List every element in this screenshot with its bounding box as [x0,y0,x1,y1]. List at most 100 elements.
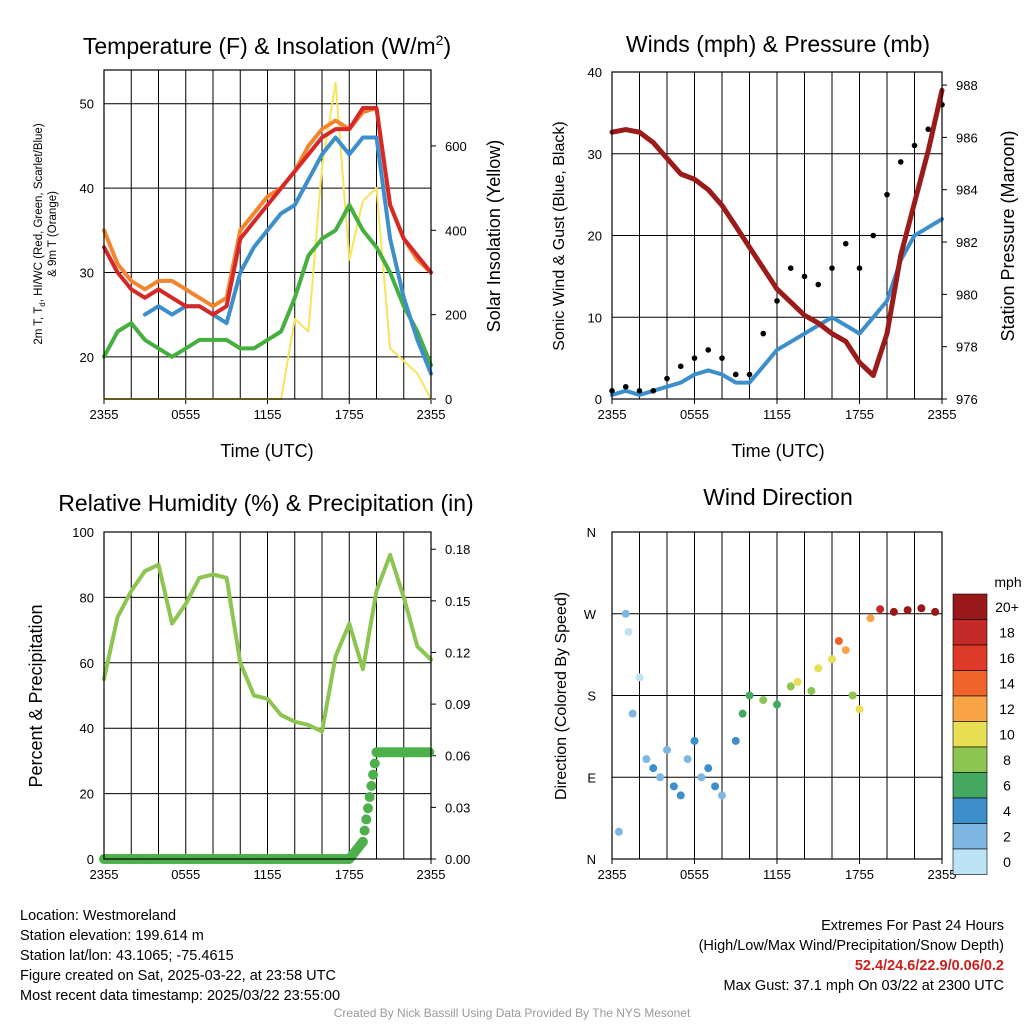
precipitation-point [368,769,379,780]
location-text: Location: Westmoreland [20,908,177,924]
humidity-panel: Relative Humidity (%) & Precipitation (i… [26,490,474,882]
colorbar-swatch [952,746,988,773]
temperature-y2tick-label: 200 [445,308,467,323]
humidity-ytick-label: 40 [80,721,94,736]
extremes-info: Extremes For Past 24 Hours (High/Low/Max… [699,916,1004,996]
humidity-y2tick-label: 0.09 [445,697,470,712]
wind-direction-point [690,736,699,745]
gust-point [911,142,918,149]
wind-direction-point [931,607,940,616]
winds-y2label: Station Pressure (Maroon) [998,130,1018,341]
gust-point [691,355,698,361]
precipitation-point [361,814,372,825]
elevation-text: Station elevation: 199.614 m [20,928,204,944]
precipitation-point [366,780,377,791]
wind-direction-xtick-label: 2355 [928,867,957,882]
gust-point [842,240,849,247]
temperature-series-line [142,135,433,376]
gust-point [664,375,670,382]
humidity-ytick-label: 80 [80,590,94,605]
colorbar-swatch [952,848,988,875]
temperature-xtick-label: 1755 [335,407,364,422]
humidity-y2tick-label: 0.15 [445,594,470,609]
temperature-xlabel: Time (UTC) [220,441,313,461]
wind-direction-point [876,605,885,614]
gust-point [732,371,739,378]
wind-direction-point [676,791,685,800]
wind-direction-point [889,607,898,616]
gust-point [650,388,657,394]
wind-direction-xtick-label: 1155 [763,867,791,882]
winds-xtick-label: 2355 [928,407,957,422]
wind-direction-point [718,791,726,800]
winds-ytick-label: 40 [588,65,602,80]
colorbar-swatch [952,644,988,671]
temperature-xtick-label: 1155 [254,407,282,422]
temperature-panel: Temperature (F) & Insolation (W/m2) 2355… [33,32,504,461]
winds-ytick-label: 20 [588,229,602,244]
pressure-line [609,87,945,378]
colorbar-label: 14 [999,675,1015,691]
wind-direction-point [834,637,843,645]
winds-y2tick-label: 980 [956,287,978,302]
wind-direction-border [611,531,943,860]
wind-direction-point [683,755,692,764]
winds-y2tick-label: 976 [956,392,978,407]
credit-text: Created By Nick Bassill Using Data Provi… [333,1006,691,1020]
winds-border [611,71,943,400]
humidity-plot-area: 2355 0555 1155 1755 23550204060801000.000.03… [72,525,470,882]
colorbar-swatch [952,670,988,697]
wind-direction-point [745,691,754,700]
colorbar-swatch [952,797,988,824]
temperature-border [103,69,432,400]
temperature-series-line [102,203,433,368]
winds-y2tick-label: 986 [956,130,978,145]
humidity-xtick-label: 2355 [417,867,446,882]
max-gust-text: Max Gust: 37.1 mph On 03/22 at 2300 UTC [723,978,1004,994]
gust-point [760,330,767,337]
colorbar-label: 16 [999,650,1015,666]
humidity-ytick-label: 60 [80,656,94,671]
gust-point [705,347,712,353]
humidity-xtick-label: 1755 [335,867,364,882]
wind-direction-point [704,764,713,773]
precipitation-point [357,836,368,847]
gust-point [856,265,863,272]
wind-direction-xtick-label: 2355 [598,867,627,882]
humidity-y2tick-label: 0.12 [445,645,470,660]
colorbar-swatch [952,619,988,646]
winds-panel: Winds (mph) & Pressure (mb) 2355 0555 1155… [551,31,1018,461]
wind-direction-point [807,686,816,695]
wind-direction-point [841,646,850,655]
winds-title: Winds (mph) & Pressure (mb) [626,31,930,57]
wind-direction-point [621,609,630,618]
colorbar-label: 2 [1003,828,1011,844]
colorbar-swatch [952,721,988,748]
humidity-y2tick-label: 0.06 [445,749,470,764]
gust-point [622,383,629,390]
temperature-xtick-label: 2355 [90,407,119,422]
temperature-ylabel-line1: 2m T, Td, HI/WC (Red, Green, Scarlet/Blu… [33,123,47,344]
temperature-ytick-label: 50 [80,97,94,112]
humidity-title: Relative Humidity (%) & Precipitation (i… [58,490,473,516]
extremes-subtitle: (High/Low/Max Wind/Precipitation/Snow De… [698,938,1004,954]
humidity-xtick-label: 1155 [254,867,282,882]
wind-direction-ytick-label: N [587,852,596,867]
gust-point [829,265,835,272]
temperature-xtick-label: 2355 [417,407,446,422]
wind-direction-point [628,709,637,718]
winds-y2tick-label: 984 [956,183,978,198]
gust-point [746,371,753,378]
gust-point [870,232,877,239]
wind-direction-point [624,627,633,636]
speed-colorbar: 20+ 18 16 14 12 10 8 6 4 2 0 [952,593,1019,875]
winds-y2tick-label: 982 [956,235,978,250]
wind-direction-point [855,705,864,714]
wind-direction-xtick-label: 1755 [845,867,874,882]
wind-direction-point [793,677,802,686]
winds-xtick-label: 1155 [763,407,791,422]
wind-direction-point [903,606,912,615]
colorbar-label: 20+ [995,599,1019,615]
temperature-series-line [102,106,433,317]
winds-xtick-label: 1755 [845,407,874,422]
